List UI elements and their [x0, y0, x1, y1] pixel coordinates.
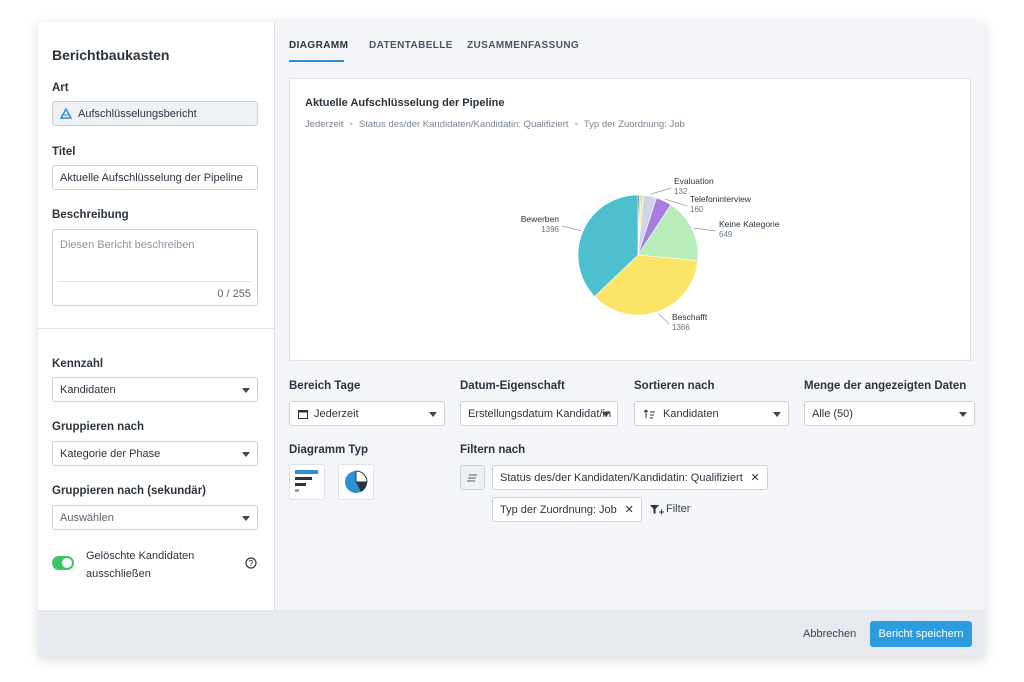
slice-label: Keine Kategorie: [719, 219, 780, 229]
field-value: Kandidaten: [60, 384, 116, 396]
sidebar: Berichtbaukasten Art Aufschlüsselungsber…: [38, 22, 275, 610]
leader-line: [664, 198, 688, 207]
label: Menge der angezeigten Daten: [804, 380, 967, 392]
field-value: Aktuelle Aufschlüsselung der Pipeline: [60, 172, 243, 184]
slice-value: 132: [674, 187, 688, 196]
label: Diagramm Typ: [289, 444, 369, 456]
field-value: Kandidaten: [663, 408, 719, 420]
select[interactable]: Alle (50): [804, 401, 975, 426]
leader-line: [650, 187, 672, 195]
tab[interactable]: DIAGRAMM: [289, 40, 349, 51]
icon: [295, 470, 318, 492]
placeholder: Diesen Bericht beschreiben: [60, 239, 195, 251]
label: Art: [52, 82, 69, 94]
art-field[interactable]: Aufschlüsselungsbericht: [52, 101, 258, 126]
field-value: Auswählen: [60, 512, 114, 524]
label: Titel: [52, 146, 76, 158]
slice-value: 1366: [672, 323, 690, 332]
leader-line: [658, 313, 670, 325]
field-value: Jederzeit: [314, 408, 359, 420]
filter-chip[interactable]: Status des/der Kandidaten/Kandidatin: Qu…: [492, 465, 768, 490]
subtitle-item: Jederzeit: [305, 119, 344, 130]
cancel-button[interactable]: Abbrechen: [803, 628, 857, 640]
chart-subtitle: Jederzeit Status des/der Kandidaten/Kandi…: [305, 119, 691, 130]
label: Gruppieren nach: [52, 421, 145, 433]
select[interactable]: Kategorie der Phase: [52, 441, 258, 466]
description-field[interactable]: Diesen Bericht beschreiben 0 / 255: [52, 229, 258, 306]
label: Gruppieren nach (sekundär): [52, 485, 207, 497]
report-builder: Berichtbaukasten Art Aufschlüsselungsber…: [38, 22, 985, 658]
filter-chip[interactable]: Typ der Zuordnung: Job: [492, 497, 642, 522]
filter-mode[interactable]: [460, 465, 485, 490]
subtitle-item: Status des/der Kandidaten/Kandidatin: Qu…: [350, 119, 569, 130]
leader-line: [561, 225, 582, 231]
icon: [60, 108, 72, 119]
label: Beschreibung: [52, 209, 129, 221]
select[interactable]: Kandidaten: [634, 401, 789, 426]
icon: [298, 410, 308, 419]
label: Datum-Eigenschaft: [460, 380, 565, 392]
chart-panel: Aktuelle Aufschlüsselung der Pipeline Ev…: [289, 78, 971, 361]
svg-text:?: ?: [249, 559, 254, 568]
subtitle-item: Typ der Zuordnung: Job: [575, 119, 685, 130]
char-count: 0 / 255: [217, 288, 251, 300]
slice-value: 649: [719, 230, 733, 239]
toggle[interactable]: [52, 556, 74, 570]
field-value: Alle (50): [812, 408, 853, 420]
icon: [644, 409, 655, 419]
icon: [345, 470, 368, 493]
add-filter-label: Filter: [666, 503, 691, 515]
chart-title: Aktuelle Aufschlüsselung der Pipeline: [305, 97, 504, 109]
select[interactable]: Jederzeit: [289, 401, 445, 426]
label: Filtern nach: [460, 444, 526, 456]
pie-slice: [577, 194, 639, 297]
slice-label: Telefoninterview: [690, 194, 752, 204]
chart: Aktuelle Aufschlüsselung der Pipeline Ev…: [305, 97, 780, 332]
pie-slice: [594, 254, 699, 316]
help-icon[interactable]: ?: [245, 557, 257, 569]
label: Sortieren nach: [634, 380, 715, 392]
label: Bereich Tage: [289, 380, 361, 392]
label: Kennzahl: [52, 358, 104, 370]
leader-line: [693, 227, 717, 232]
titel-field[interactable]: Aktuelle Aufschlüsselung der Pipeline: [52, 165, 258, 190]
chart-type-bar[interactable]: [289, 464, 325, 500]
slice-label: Evaluation: [674, 176, 714, 186]
pie-slice: [637, 204, 699, 261]
field-value: Kategorie der Phase: [60, 448, 161, 460]
select[interactable]: Erstellungsdatum Kandidat/in: [460, 401, 618, 426]
toggle-label: Gelöschte Kandidaten ausschließen: [86, 550, 195, 580]
slice-label: Beschafft: [672, 312, 708, 322]
footer: Abbrechen Bericht speichern: [38, 610, 985, 658]
tab[interactable]: DATENTABELLE: [369, 40, 453, 51]
slice-label: Bewerben: [521, 214, 560, 224]
field-value: Aufschlüsselungsbericht: [78, 108, 197, 120]
chart-type-pie[interactable]: [338, 464, 374, 500]
field-value: Erstellungsdatum Kandidat/in: [468, 408, 612, 420]
save-button[interactable]: Bericht speichern: [870, 621, 972, 647]
slice-value: 1396: [541, 225, 559, 234]
add-filter[interactable]: Filter: [650, 503, 690, 515]
select[interactable]: Kandidaten: [52, 377, 258, 402]
slice-value: 160: [690, 205, 704, 214]
select[interactable]: Auswählen: [52, 505, 258, 530]
tab[interactable]: ZUSAMMENFASSUNG: [467, 40, 580, 51]
sidebar-title: Berichtbaukasten: [52, 47, 170, 63]
